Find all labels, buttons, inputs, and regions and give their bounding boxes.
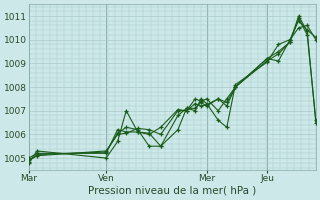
X-axis label: Pression niveau de la mer( hPa ): Pression niveau de la mer( hPa ) xyxy=(88,186,256,196)
